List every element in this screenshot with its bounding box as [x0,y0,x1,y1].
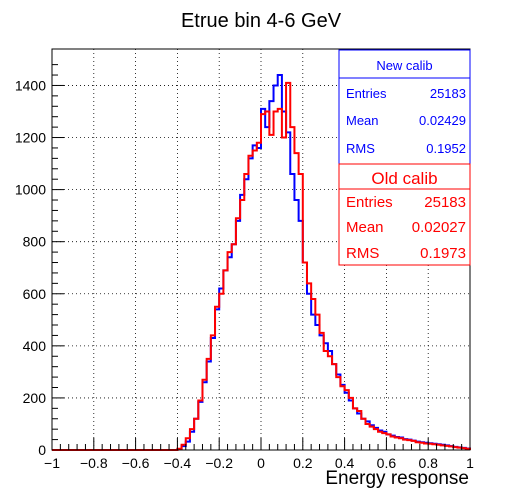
y-tick-label: 0 [38,442,46,458]
stats-rms-label: RMS [346,141,375,156]
x-tick-label: −1 [44,455,60,471]
x-axis-label: Energy response [325,468,469,489]
x-tick-label: 0.4 [335,455,355,471]
x-tick-label: −0.6 [122,455,150,471]
stats-mean-value: 0.02429 [419,113,466,128]
stats-box-new-calib: New calib Entries 25183 Mean 0.02429 RMS… [338,49,471,165]
y-tick-labels: 0 200 400 600 800 1000 1200 1400 [15,77,46,458]
x-tick-label: 0.6 [377,455,397,471]
stats-rms-value: 0.1973 [420,245,466,262]
y-tick-label: 400 [23,338,47,354]
y-tick-label: 1000 [15,182,46,198]
stats-entries-label: Entries [346,86,387,101]
chart-title: Etrue bin 4-6 GeV [181,10,342,32]
y-tick-label: 200 [23,390,47,406]
stats-entries-label: Entries [346,194,393,211]
stats-box-title: New calib [376,58,432,73]
x-tick-label: −0.2 [205,455,233,471]
stats-mean-value: 0.02027 [412,219,466,236]
stats-entries-value: 25183 [430,86,466,101]
x-tick-label: −0.8 [80,455,108,471]
y-tick-label: 800 [23,234,47,250]
axis-ticks [51,64,471,451]
stats-entries-value: 25183 [424,194,466,211]
stats-box-frame [338,49,471,165]
x-tick-labels: −1 −0.8 −0.6 −0.4 −0.2 0 0.2 0.4 0.6 0.8 1 [44,455,474,471]
x-tick-label: 0 [257,455,265,471]
stats-box-old-calib: Old calib Entries 25183 Mean 0.02027 RMS… [338,163,471,266]
stats-rms-value: 0.1952 [426,141,466,156]
y-tick-label: 1200 [15,130,46,146]
stats-mean-label: Mean [346,113,379,128]
stats-box-frame [338,163,471,266]
x-tick-label: 1 [466,455,474,471]
x-tick-label: −0.4 [164,455,192,471]
y-tick-label: 1400 [15,77,46,93]
stats-mean-label: Mean [346,219,384,236]
y-tick-label: 600 [23,286,47,302]
stats-rms-label: RMS [346,245,379,262]
x-tick-label: 0.2 [293,455,313,471]
x-tick-label: 0.8 [418,455,438,471]
stats-box-title: Old calib [371,169,437,188]
